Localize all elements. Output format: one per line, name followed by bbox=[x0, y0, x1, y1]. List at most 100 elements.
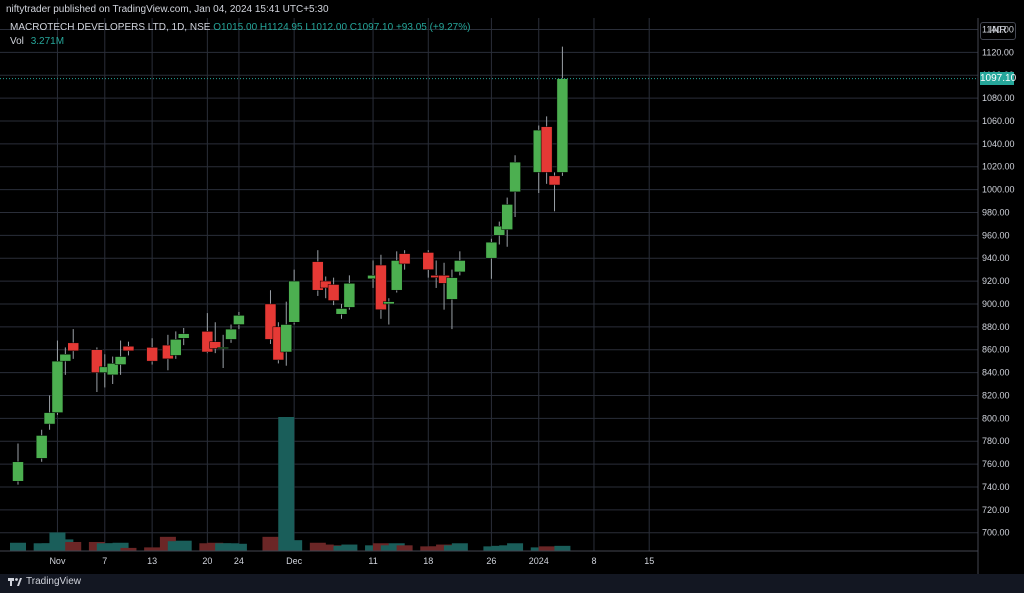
candle-body bbox=[12, 461, 24, 482]
candle[interactable] bbox=[548, 172, 561, 212]
price-tick-label: 1120.00 bbox=[982, 47, 1014, 57]
candle[interactable] bbox=[446, 269, 458, 330]
volume-bars bbox=[10, 417, 571, 551]
time-tick-label: 15 bbox=[644, 556, 654, 566]
volume-bar bbox=[341, 544, 358, 551]
tradingview-brand[interactable]: TradingView bbox=[8, 576, 81, 587]
candle[interactable] bbox=[91, 347, 103, 393]
candle-body bbox=[343, 283, 356, 308]
price-tick-label: 840.00 bbox=[982, 368, 1010, 378]
volume-bar bbox=[554, 545, 571, 551]
candle-body bbox=[106, 363, 119, 376]
time-tick-label: 26 bbox=[486, 556, 496, 566]
chart-grid bbox=[0, 18, 978, 551]
candle-body bbox=[312, 261, 324, 291]
candle[interactable] bbox=[177, 327, 190, 346]
volume-bar bbox=[278, 417, 295, 551]
candle-body bbox=[280, 324, 293, 353]
candle[interactable] bbox=[264, 290, 277, 344]
volume-bar bbox=[175, 540, 192, 551]
ohlc-values: O1015.00 H1124.95 L1012.00 C1097.10 +93.… bbox=[213, 22, 471, 33]
price-tick-label: 920.00 bbox=[982, 276, 1010, 286]
candle[interactable] bbox=[454, 251, 466, 276]
top-bar: niftytrader published on TradingView.com… bbox=[0, 0, 1024, 18]
candle[interactable] bbox=[540, 116, 553, 184]
candle-body bbox=[114, 356, 127, 365]
candle-body bbox=[233, 315, 245, 325]
price-tick-label: 820.00 bbox=[982, 390, 1010, 400]
candle[interactable] bbox=[509, 155, 521, 218]
price-tick-label: 780.00 bbox=[982, 436, 1010, 446]
time-tick-label: 8 bbox=[591, 556, 596, 566]
candle-body bbox=[327, 284, 340, 301]
candle-body bbox=[146, 347, 158, 362]
candle-body bbox=[375, 264, 387, 310]
candle[interactable] bbox=[375, 254, 387, 319]
candle[interactable] bbox=[327, 277, 340, 306]
price-tick-label: 760.00 bbox=[982, 459, 1010, 469]
price-tick-label: 1140.00 bbox=[982, 24, 1014, 34]
time-tick-label: 7 bbox=[102, 556, 107, 566]
volume-bar bbox=[65, 541, 82, 551]
candle[interactable] bbox=[43, 395, 56, 430]
candle[interactable] bbox=[217, 334, 229, 368]
candle[interactable] bbox=[35, 429, 48, 462]
candle[interactable] bbox=[343, 275, 356, 310]
time-tick-label: Nov bbox=[49, 556, 66, 566]
candle-body bbox=[209, 341, 221, 349]
candle[interactable] bbox=[67, 329, 79, 359]
time-axis: Nov 7 13 20 24 Dec 11 18 26 2024 8 15 bbox=[0, 550, 978, 566]
candle[interactable] bbox=[146, 338, 158, 365]
candle[interactable] bbox=[335, 303, 348, 319]
candle-body bbox=[454, 260, 466, 273]
candle[interactable] bbox=[501, 197, 513, 247]
symbol-title: MACROTECH DEVELOPERS LTD, 1D, NSE bbox=[10, 22, 211, 33]
last-price-tag: 1097.10 bbox=[980, 72, 1017, 86]
candle-body bbox=[170, 339, 182, 356]
footer-bar bbox=[0, 574, 1024, 593]
time-tick-label: Dec bbox=[286, 556, 303, 566]
candle[interactable] bbox=[390, 251, 403, 293]
candle[interactable] bbox=[170, 331, 182, 359]
price-tick-label: 860.00 bbox=[982, 345, 1010, 355]
price-tick-label: 1000.00 bbox=[982, 185, 1015, 195]
candle[interactable] bbox=[12, 443, 24, 485]
candle-body bbox=[501, 204, 513, 230]
candle[interactable] bbox=[398, 250, 411, 270]
candle[interactable] bbox=[288, 269, 300, 325]
candle-body bbox=[509, 161, 521, 193]
candle-body bbox=[485, 241, 498, 259]
candle[interactable] bbox=[106, 356, 119, 385]
volume-bar bbox=[112, 542, 129, 551]
volume-bar bbox=[451, 543, 468, 551]
candle-body bbox=[288, 280, 300, 323]
currency-button[interactable]: INR bbox=[980, 22, 1016, 40]
candle[interactable] bbox=[225, 324, 237, 343]
candle[interactable] bbox=[485, 238, 498, 279]
candle[interactable] bbox=[233, 311, 245, 330]
candle-body bbox=[556, 78, 569, 173]
candle[interactable] bbox=[556, 46, 569, 176]
candle[interactable] bbox=[383, 298, 395, 325]
price-tick-label: 740.00 bbox=[982, 482, 1010, 492]
candle[interactable] bbox=[209, 322, 221, 354]
volume-value: 3.271M bbox=[30, 36, 65, 47]
time-tick-label: 18 bbox=[423, 556, 433, 566]
candle[interactable] bbox=[122, 341, 135, 356]
price-tick-label: 1080.00 bbox=[982, 93, 1015, 103]
volume-bar bbox=[144, 547, 161, 551]
candle[interactable] bbox=[312, 250, 324, 296]
candle-body bbox=[390, 260, 403, 291]
candle[interactable] bbox=[59, 347, 72, 375]
candle-body bbox=[217, 347, 229, 349]
candle[interactable] bbox=[422, 250, 435, 278]
candle[interactable] bbox=[493, 221, 506, 245]
candle[interactable] bbox=[280, 301, 293, 366]
price-tick-label: 960.00 bbox=[982, 230, 1010, 240]
time-tick-label: 24 bbox=[234, 556, 244, 566]
volume-bar bbox=[10, 542, 26, 551]
candle[interactable] bbox=[114, 340, 127, 375]
candle[interactable] bbox=[51, 340, 64, 415]
candle-body bbox=[383, 301, 395, 305]
